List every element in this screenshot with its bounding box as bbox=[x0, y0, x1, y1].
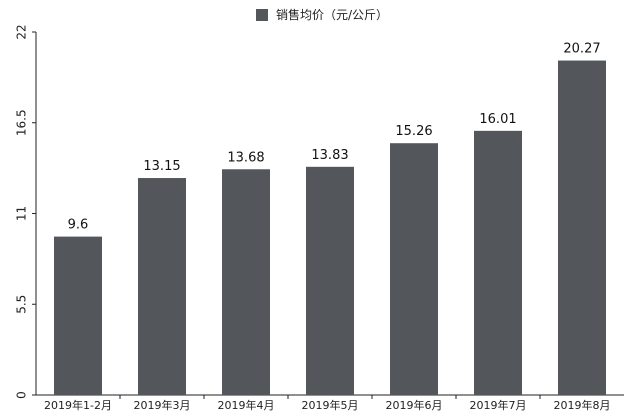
bar bbox=[306, 166, 354, 395]
x-tick-label: 2019年4月 bbox=[218, 398, 275, 412]
bar bbox=[390, 143, 438, 395]
x-tick-label: 2019年3月 bbox=[134, 398, 191, 412]
y-tick-label: 11 bbox=[15, 206, 29, 221]
legend-label: 销售均价（元/公斤） bbox=[276, 8, 389, 22]
data-label: 15.26 bbox=[395, 124, 432, 139]
bar bbox=[222, 169, 270, 395]
data-label: 13.15 bbox=[143, 159, 180, 174]
x-tick-label: 2019年7月 bbox=[470, 398, 527, 412]
data-label: 9.6 bbox=[68, 218, 89, 233]
x-tick-label: 2019年1-2月 bbox=[44, 398, 112, 412]
bars bbox=[54, 60, 606, 396]
data-label: 16.01 bbox=[479, 112, 516, 127]
bar bbox=[474, 130, 522, 395]
y-tick-label: 5.5 bbox=[15, 295, 29, 314]
bar bbox=[138, 178, 186, 395]
data-label: 13.83 bbox=[311, 148, 348, 163]
data-labels: 9.6 13.15 13.68 13.83 15.26 16.01 20.27 bbox=[68, 42, 601, 233]
x-axis-ticks: 2019年1-2月 2019年3月 2019年4月 2019年5月 2019年6月 201… bbox=[44, 395, 611, 412]
chart-legend: 销售均价（元/公斤） bbox=[256, 6, 388, 23]
y-tick-label: 0 bbox=[15, 391, 29, 399]
y-tick-label: 22 bbox=[15, 24, 29, 39]
x-tick-label: 2019年5月 bbox=[302, 398, 359, 412]
x-tick-label: 2019年6月 bbox=[386, 398, 443, 412]
data-label: 20.27 bbox=[563, 42, 600, 57]
data-label: 13.68 bbox=[227, 150, 264, 165]
legend-swatch bbox=[256, 8, 268, 21]
x-tick-label: 2019年8月 bbox=[554, 398, 611, 412]
y-axis-ticks: 0 5.5 11 16.5 22 bbox=[15, 24, 36, 399]
y-tick-label: 16.5 bbox=[15, 109, 29, 136]
bar bbox=[54, 236, 102, 395]
bar bbox=[558, 60, 606, 396]
